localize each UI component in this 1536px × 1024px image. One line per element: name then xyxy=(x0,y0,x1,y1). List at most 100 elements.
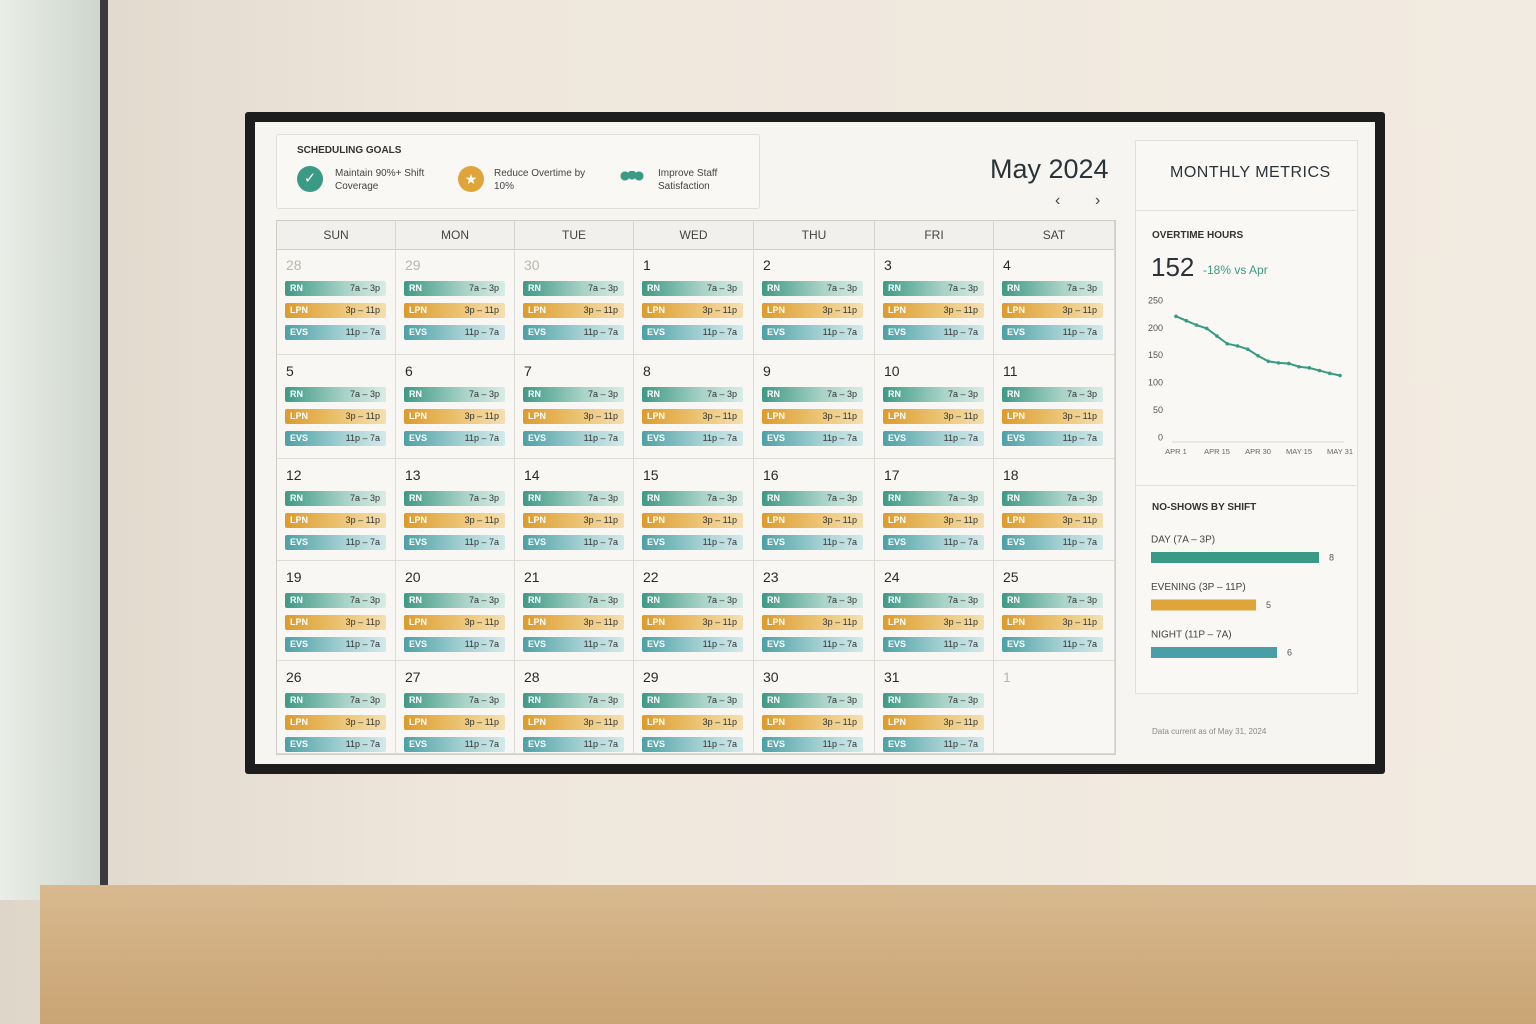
prev-button[interactable]: ‹ xyxy=(1055,192,1061,209)
shift-time: 3p – 11p xyxy=(583,305,618,315)
x-tick-label: APR 1 xyxy=(1165,447,1187,456)
weekday-header: SAT xyxy=(994,221,1115,250)
day-number: 14 xyxy=(524,467,540,483)
shift-role: LPN xyxy=(290,717,308,727)
shift-pill: RN 7a – 3p xyxy=(404,491,505,506)
shift-role: LPN xyxy=(528,411,546,421)
bar xyxy=(1151,552,1319,563)
shift-pill: RN 7a – 3p xyxy=(642,593,743,608)
shift-pill: LPN 3p – 11p xyxy=(642,513,743,528)
shift-role: LPN xyxy=(409,617,427,627)
shift-role: RN xyxy=(528,493,541,503)
y-tick-label: 100 xyxy=(1148,378,1163,388)
shift-pill: LPN 3p – 11p xyxy=(285,409,386,424)
day-number: 15 xyxy=(643,467,659,483)
day-number: 21 xyxy=(524,569,540,585)
day-cell: 18 RN 7a – 3p LPN 3p – 11p EVS 11p – 7a xyxy=(994,459,1115,561)
shift-pill: RN 7a – 3p xyxy=(883,693,984,708)
shift-role: LPN xyxy=(409,305,427,315)
shift-pill: LPN 3p – 11p xyxy=(762,513,863,528)
shift-role: RN xyxy=(1007,493,1020,503)
shift-time: 7a – 3p xyxy=(706,595,737,605)
shift-pill: LPN 3p – 11p xyxy=(883,409,984,424)
shift-time: 3p – 11p xyxy=(943,515,978,525)
shift-role: LPN xyxy=(647,515,665,525)
shift-role: RN xyxy=(409,695,422,705)
day-number: 19 xyxy=(286,569,302,585)
shift-pill: LPN 3p – 11p xyxy=(1002,513,1103,528)
shift-time: 7a – 3p xyxy=(587,493,618,503)
shift-time: 3p – 11p xyxy=(943,717,978,727)
day-cell: 25 RN 7a – 3p LPN 3p – 11p EVS 11p – 7a xyxy=(994,561,1115,661)
weekday-header: MON xyxy=(396,221,515,250)
shift-role: LPN xyxy=(409,717,427,727)
shift-pill: LPN 3p – 11p xyxy=(523,715,624,730)
goal: Reduce Overtime by 10% xyxy=(494,168,586,192)
next-button[interactable]: › xyxy=(1095,192,1101,209)
shift-time: 3p – 11p xyxy=(464,717,499,727)
shift-time: 11p – 7a xyxy=(702,739,737,749)
day-number: 6 xyxy=(405,363,413,379)
shift-time: 7a – 3p xyxy=(468,595,499,605)
shift-role: LPN xyxy=(888,411,906,421)
shift-role: LPN xyxy=(647,717,665,727)
shift-time: 7a – 3p xyxy=(468,283,499,293)
shift-pill: EVS 11p – 7a xyxy=(883,637,984,652)
shift-pill: EVS 11p – 7a xyxy=(883,431,984,446)
shift-time: 3p – 11p xyxy=(583,617,618,627)
shift-pill: RN 7a – 3p xyxy=(404,281,505,296)
day-cell: 19 RN 7a – 3p LPN 3p – 11p EVS 11p – 7a xyxy=(277,561,396,661)
line-point xyxy=(1317,368,1322,373)
shift-pill: EVS 11p – 7a xyxy=(642,535,743,550)
shift-role: RN xyxy=(409,389,422,399)
shift-role: EVS xyxy=(1007,537,1026,547)
day-number: 7 xyxy=(524,363,532,379)
shift-role: RN xyxy=(409,283,422,293)
shift-pill: EVS 11p – 7a xyxy=(285,637,386,652)
day-number: 29 xyxy=(405,257,421,273)
day-number: 1 xyxy=(1003,669,1011,685)
shift-pill: EVS 11p – 7a xyxy=(523,325,624,340)
shift-pill: EVS 11p – 7a xyxy=(642,325,743,340)
calendar: SUN MON TUE WED THU FRI SAT 28 RN 7a – 3p LPN 3p – … xyxy=(276,220,1116,755)
shift-time: 3p – 11p xyxy=(702,617,737,627)
shift-role: LPN xyxy=(528,717,546,727)
shift-role: LPN xyxy=(647,411,665,421)
shift-time: 3p – 11p xyxy=(583,717,618,727)
shift-pill: LPN 3p – 11p xyxy=(642,409,743,424)
day-number: 23 xyxy=(763,569,779,585)
day-cell: 9 RN 7a – 3p LPN 3p – 11p EVS 11p – 7a xyxy=(754,355,875,459)
shift-role: LPN xyxy=(888,617,906,627)
shift-role: RN xyxy=(647,595,660,605)
line-point xyxy=(1204,326,1209,331)
day-cell: 6 RN 7a – 3p LPN 3p – 11p EVS 11p – 7a xyxy=(396,355,515,459)
shift-pill: LPN 3p – 11p xyxy=(1002,615,1103,630)
shift-role: RN xyxy=(888,493,901,503)
shift-time: 7a – 3p xyxy=(468,389,499,399)
overtime-change: -18% vs Apr xyxy=(1203,263,1268,277)
month-title: May 2024 xyxy=(990,154,1109,184)
divider xyxy=(1136,485,1356,486)
shift-pill: RN 7a – 3p xyxy=(523,693,624,708)
overtime-label: OVERTIME HOURS xyxy=(1152,230,1244,241)
shift-role: RN xyxy=(888,283,901,293)
shift-time: 7a – 3p xyxy=(349,695,380,705)
day-number: 29 xyxy=(643,669,659,685)
line-point xyxy=(1297,364,1301,369)
shift-role: EVS xyxy=(528,537,547,547)
goals-box: SCHEDULING GOALS ✓ Maintain 90%+ Shift C… xyxy=(276,134,760,209)
shift-time: 11p – 7a xyxy=(583,739,618,749)
shift-pill: RN 7a – 3p xyxy=(285,593,386,608)
shift-time: 3p – 11p xyxy=(1062,617,1097,627)
shift-pill: EVS 11p – 7a xyxy=(523,431,624,446)
shift-pill: EVS 11p – 7a xyxy=(523,637,624,652)
shift-role: EVS xyxy=(647,639,666,649)
shift-role: LPN xyxy=(409,411,427,421)
day-number: 30 xyxy=(763,669,779,685)
weekday-header: WED xyxy=(634,221,754,250)
shift-pill: LPN 3p – 11p xyxy=(404,303,505,318)
shift-pill: LPN 3p – 11p xyxy=(642,615,743,630)
shift-pill: RN 7a – 3p xyxy=(523,281,624,296)
shift-role: LPN xyxy=(290,305,308,315)
shift-role: EVS xyxy=(528,739,547,749)
